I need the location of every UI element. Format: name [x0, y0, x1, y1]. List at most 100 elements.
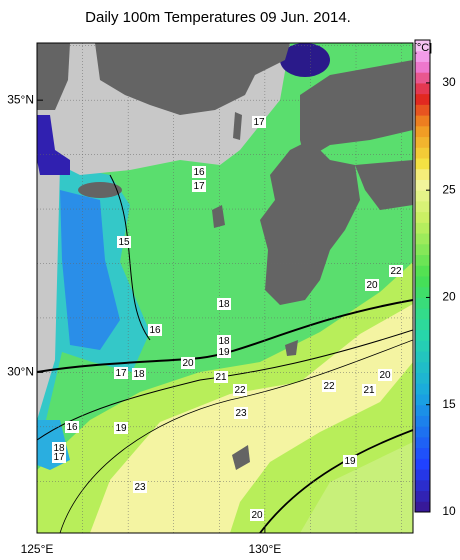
colorbar-cell — [415, 340, 430, 352]
contour-line — [59, 339, 413, 533]
x-tick-label: 125°E — [21, 542, 54, 556]
cold-west — [60, 190, 120, 350]
label-box — [214, 371, 228, 383]
axes: 125°E 130°E 35°N 30°N — [7, 92, 281, 556]
contour-label: 17 — [193, 181, 205, 192]
contour-line — [259, 429, 413, 533]
label-box — [389, 265, 403, 277]
colorbar-cell — [415, 458, 430, 470]
colorbar-cell — [415, 404, 430, 416]
contour-label: 20 — [251, 510, 263, 521]
contour-label: 19 — [344, 456, 356, 467]
colorbar-cell — [415, 426, 430, 438]
label-box — [117, 236, 131, 248]
land-tsushima — [233, 112, 242, 140]
contour-label: 18 — [133, 369, 145, 380]
title: Daily 100m Temperatures 09 Jun. 2014. — [85, 9, 351, 26]
contour-label: 16 — [149, 325, 161, 336]
colorbar-cell — [415, 394, 430, 406]
land-china — [37, 43, 70, 110]
land-kyushu — [260, 140, 360, 305]
colorbar-cell — [415, 329, 430, 341]
colorbar-frame — [414, 39, 431, 513]
colorbar-cell — [415, 383, 430, 395]
colorbar: 10 15 20 25 30 — [414, 39, 456, 518]
colorbar-cell — [415, 136, 430, 148]
label-box — [192, 180, 206, 192]
label-box — [365, 279, 379, 291]
label-box — [52, 451, 66, 463]
contour-label: 19 — [218, 347, 230, 358]
colorbar-cell — [415, 469, 430, 481]
contour-label: 15 — [118, 237, 130, 248]
colorbar-cell — [415, 318, 430, 331]
colorbar-cell — [415, 447, 430, 459]
colorbar-cell — [415, 436, 430, 449]
colorbar-cell — [415, 501, 430, 513]
land-korea — [95, 43, 290, 115]
warm-pocket — [300, 442, 413, 533]
contour-label: 17 — [253, 117, 265, 128]
label-box — [233, 384, 247, 396]
label-box — [362, 384, 376, 396]
label-box — [378, 369, 392, 381]
colorbar-cell — [415, 104, 430, 116]
colorbar-cell — [415, 297, 430, 309]
colorbar-cell — [415, 61, 430, 73]
colorbar-tick-label: 30 — [442, 75, 456, 89]
colorbar-cell — [415, 211, 430, 223]
colorbar-cell — [415, 168, 430, 180]
label-box — [181, 357, 195, 369]
colorbar-cell — [415, 147, 430, 159]
contour-label: 23 — [235, 408, 247, 419]
colorbar-cell — [415, 93, 430, 105]
colorbar-cell — [415, 115, 430, 127]
colorbar-cell — [415, 40, 430, 52]
y-tick-label: 30°N — [7, 365, 34, 379]
label-box — [192, 166, 206, 178]
colorbar-cell — [415, 200, 430, 213]
label-box — [132, 368, 146, 380]
colorbar-cell — [415, 50, 430, 62]
colorbar-cell — [415, 179, 430, 191]
colorbar-tick-label: 15 — [442, 397, 456, 411]
land-jeju — [78, 182, 122, 198]
colorbar-cell — [415, 308, 430, 320]
contour-label: 20 — [182, 358, 194, 369]
contour-label: 17 — [53, 452, 65, 463]
contour-label: 19 — [115, 423, 127, 434]
contour-label: 20 — [379, 370, 391, 381]
land-island — [285, 340, 298, 356]
colorbar-tick-label: 10 — [442, 504, 456, 518]
label-box — [217, 335, 231, 347]
colorbar-cell — [415, 82, 430, 95]
colorbar-tick-label: 25 — [442, 182, 456, 196]
contour-label: 16 — [66, 422, 78, 433]
label-box — [322, 380, 336, 392]
colorbar-cell — [415, 490, 430, 502]
contour-label: 16 — [193, 167, 205, 178]
colorbar-cell — [415, 361, 430, 374]
contour-label: 18 — [53, 443, 65, 454]
colorbar-cell — [415, 190, 430, 202]
label-box — [65, 421, 79, 433]
contour-label: 22 — [323, 381, 335, 392]
colorbar-tick-label: 20 — [442, 290, 456, 304]
contour-label: 20 — [366, 280, 378, 291]
no-data — [37, 43, 290, 420]
colorbar-cell — [415, 158, 430, 170]
contour-label: 22 — [390, 266, 402, 277]
x-tick-label: 130°E — [248, 542, 281, 556]
contour-label: 22 — [234, 385, 246, 396]
contour-label: 17 — [115, 368, 127, 379]
grid — [37, 43, 413, 533]
label-box — [114, 367, 128, 379]
y-tick-label: 35°N — [7, 92, 34, 106]
colorbar-cell — [415, 222, 430, 234]
label-box — [234, 407, 248, 419]
colorbar-cell — [415, 286, 430, 298]
